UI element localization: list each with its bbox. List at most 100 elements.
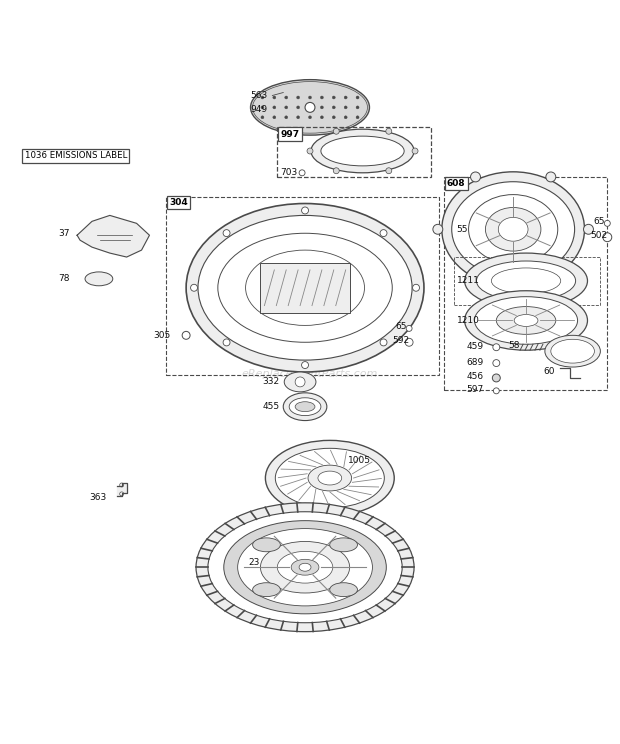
Circle shape bbox=[120, 492, 123, 496]
Circle shape bbox=[433, 225, 443, 234]
Ellipse shape bbox=[198, 216, 412, 360]
Circle shape bbox=[471, 277, 480, 286]
Circle shape bbox=[261, 96, 264, 99]
Circle shape bbox=[334, 167, 339, 173]
Bar bbox=[166, 196, 439, 375]
Ellipse shape bbox=[85, 272, 113, 286]
Text: 65: 65 bbox=[395, 322, 407, 331]
Circle shape bbox=[334, 128, 339, 134]
Ellipse shape bbox=[321, 136, 404, 166]
Ellipse shape bbox=[295, 402, 315, 411]
Ellipse shape bbox=[252, 538, 280, 552]
Circle shape bbox=[261, 116, 264, 119]
Ellipse shape bbox=[464, 291, 588, 350]
Ellipse shape bbox=[498, 217, 528, 241]
Circle shape bbox=[273, 96, 276, 99]
Ellipse shape bbox=[291, 559, 319, 575]
Circle shape bbox=[223, 339, 230, 346]
Circle shape bbox=[120, 483, 123, 487]
Circle shape bbox=[285, 116, 288, 119]
Circle shape bbox=[309, 116, 311, 119]
Circle shape bbox=[494, 388, 499, 394]
Polygon shape bbox=[77, 216, 149, 257]
Circle shape bbox=[261, 106, 264, 109]
Circle shape bbox=[296, 116, 299, 119]
Ellipse shape bbox=[224, 521, 386, 614]
Circle shape bbox=[301, 362, 309, 368]
Circle shape bbox=[380, 230, 387, 237]
Circle shape bbox=[356, 116, 359, 119]
Text: 65: 65 bbox=[593, 217, 605, 226]
Circle shape bbox=[344, 96, 347, 99]
Circle shape bbox=[305, 103, 315, 112]
Circle shape bbox=[321, 96, 324, 99]
Text: 58: 58 bbox=[508, 341, 520, 350]
Circle shape bbox=[321, 116, 324, 119]
Bar bbox=[444, 177, 608, 390]
Circle shape bbox=[296, 106, 299, 109]
Text: 60: 60 bbox=[543, 368, 554, 376]
Ellipse shape bbox=[485, 208, 541, 251]
Text: 304: 304 bbox=[169, 198, 188, 207]
Ellipse shape bbox=[474, 297, 578, 344]
Ellipse shape bbox=[252, 583, 280, 597]
Ellipse shape bbox=[208, 512, 402, 623]
Text: 949: 949 bbox=[250, 105, 268, 114]
Text: 23: 23 bbox=[249, 558, 260, 567]
Ellipse shape bbox=[311, 129, 414, 173]
Circle shape bbox=[405, 339, 413, 346]
Circle shape bbox=[492, 374, 500, 382]
Text: 689: 689 bbox=[467, 358, 484, 367]
Ellipse shape bbox=[250, 80, 370, 135]
Circle shape bbox=[223, 230, 230, 237]
Text: 37: 37 bbox=[58, 228, 70, 238]
Circle shape bbox=[603, 233, 612, 242]
Text: 592: 592 bbox=[392, 336, 409, 344]
Circle shape bbox=[412, 284, 420, 291]
Text: 1036 EMISSIONS LABEL: 1036 EMISSIONS LABEL bbox=[25, 152, 127, 161]
Ellipse shape bbox=[277, 551, 333, 583]
Text: 55: 55 bbox=[457, 225, 468, 234]
Ellipse shape bbox=[477, 261, 575, 301]
Circle shape bbox=[332, 116, 335, 119]
Ellipse shape bbox=[330, 538, 358, 552]
Circle shape bbox=[182, 331, 190, 339]
Circle shape bbox=[356, 96, 359, 99]
Text: 563: 563 bbox=[250, 91, 268, 100]
Circle shape bbox=[386, 167, 392, 173]
Circle shape bbox=[190, 284, 198, 291]
Circle shape bbox=[309, 106, 311, 109]
Circle shape bbox=[471, 172, 480, 182]
Text: 332: 332 bbox=[262, 377, 280, 386]
Text: 455: 455 bbox=[262, 403, 280, 411]
Circle shape bbox=[307, 148, 313, 154]
Bar bbox=[277, 127, 431, 177]
Circle shape bbox=[493, 344, 500, 350]
Circle shape bbox=[546, 172, 556, 182]
Ellipse shape bbox=[196, 503, 414, 632]
Text: 1005: 1005 bbox=[348, 456, 371, 465]
Circle shape bbox=[321, 106, 324, 109]
Text: 456: 456 bbox=[467, 373, 484, 382]
Circle shape bbox=[299, 170, 305, 176]
Ellipse shape bbox=[289, 398, 321, 416]
Circle shape bbox=[295, 377, 305, 387]
Ellipse shape bbox=[464, 253, 588, 309]
Circle shape bbox=[493, 359, 500, 367]
Text: 997: 997 bbox=[280, 129, 299, 138]
Ellipse shape bbox=[237, 528, 373, 606]
Circle shape bbox=[406, 325, 412, 331]
Ellipse shape bbox=[330, 583, 358, 597]
Text: 1211: 1211 bbox=[457, 276, 479, 286]
Ellipse shape bbox=[545, 336, 600, 367]
Ellipse shape bbox=[514, 315, 538, 327]
Ellipse shape bbox=[497, 307, 556, 334]
Ellipse shape bbox=[284, 372, 316, 392]
Ellipse shape bbox=[308, 465, 352, 491]
Polygon shape bbox=[117, 483, 126, 496]
Circle shape bbox=[356, 106, 359, 109]
Circle shape bbox=[344, 106, 347, 109]
Text: 1210: 1210 bbox=[457, 316, 479, 325]
Bar bbox=[260, 263, 350, 312]
Ellipse shape bbox=[318, 471, 342, 485]
